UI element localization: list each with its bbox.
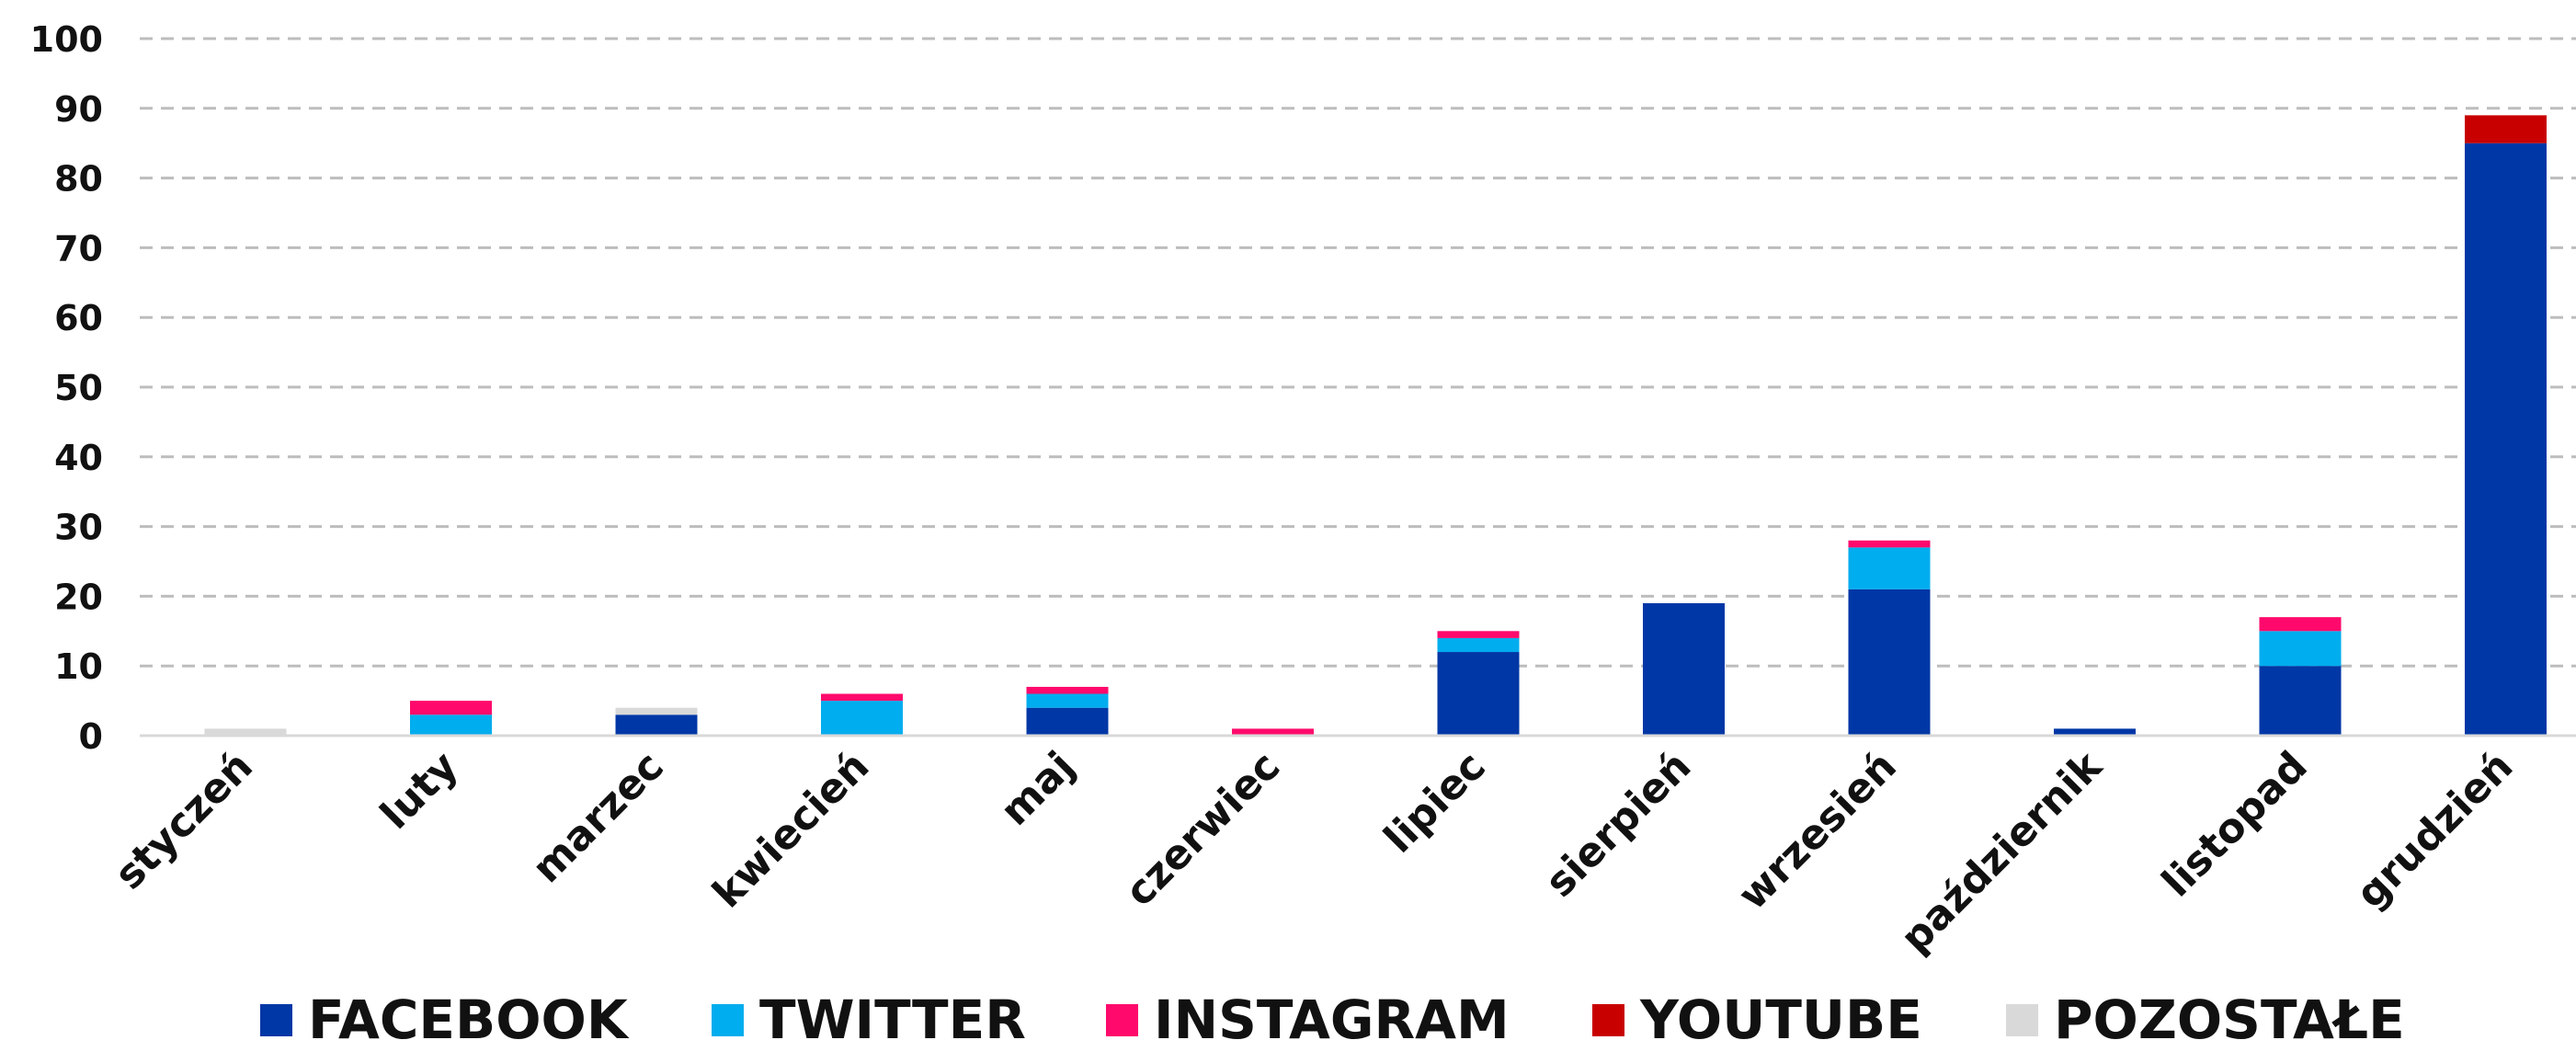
bar-segment-instagram-8: [1848, 540, 1931, 548]
legend-label: FACEBOOK: [308, 989, 630, 1051]
bar-segment-facebook-7: [1643, 602, 1725, 736]
x-tick-label: październik: [1892, 741, 2113, 962]
bar-segment-instagram-5: [1232, 728, 1314, 736]
bar-segment-twitter-8: [1848, 547, 1931, 589]
legend-item-instagram: INSTAGRAM: [1106, 989, 1510, 1051]
bar-segment-twitter-1: [410, 714, 492, 736]
legend-item-twitter: TWITTER: [712, 989, 1026, 1051]
legend: FACEBOOK TWITTER INSTAGRAM YOUTUBE POZOSTAŁE: [260, 989, 2405, 1051]
x-tick-label: wrzesień: [1729, 743, 1906, 920]
y-tick-label: 80: [54, 159, 103, 200]
legend-swatch: [712, 1004, 744, 1036]
legend-label: TWITTER: [759, 989, 1026, 1051]
legend-label: POZOSTAŁE: [2054, 989, 2405, 1051]
bar-segment-twitter-10: [2259, 631, 2342, 667]
x-tick-label: luty: [371, 743, 467, 839]
x-axis-labels: styczeń luty marzec kwiecień maj czerwiec lipi…: [106, 741, 2522, 962]
x-tick-label: listopad: [2153, 743, 2317, 907]
bars: [204, 115, 2547, 736]
legend-label: YOUTUBE: [1639, 989, 1922, 1051]
bar-segment-instagram-1: [410, 701, 492, 715]
bar-segment-facebook-11: [2465, 143, 2547, 736]
x-tick-label: maj: [992, 743, 1084, 835]
y-tick-label: 60: [54, 298, 103, 338]
legend-swatch: [2006, 1004, 2038, 1036]
bar-segment-facebook-4: [1026, 707, 1109, 736]
bar-segment-instagram-3: [821, 693, 903, 702]
legend-swatch: [260, 1004, 292, 1036]
x-tick-label: lipiec: [1375, 743, 1495, 863]
bar-segment-pozostałe-2: [615, 707, 698, 715]
legend-item-pozostałe: POZOSTAŁE: [2006, 989, 2405, 1051]
legend-item-facebook: FACEBOOK: [260, 989, 630, 1051]
bar-segment-pozostałe-0: [204, 728, 287, 736]
x-tick-label: marzec: [523, 743, 672, 892]
y-tick-label: 70: [54, 228, 103, 269]
bar-segment-twitter-6: [1437, 637, 1520, 653]
bar-segment-instagram-10: [2259, 617, 2342, 632]
y-axis-ticks: 0 10 20 30 40 50 60 70 80 90 100: [30, 19, 103, 757]
bar-segment-facebook-6: [1437, 652, 1520, 736]
bar-segment-youtube-11: [2465, 115, 2547, 143]
y-tick-label: 10: [54, 646, 103, 687]
bar-segment-instagram-4: [1026, 686, 1109, 694]
bar-segment-facebook-10: [2259, 666, 2342, 736]
gridlines: [140, 37, 2576, 668]
y-tick-label: 50: [54, 368, 103, 408]
bar-segment-twitter-3: [821, 701, 903, 736]
y-tick-label: 20: [54, 577, 103, 617]
y-tick-label: 30: [54, 508, 103, 548]
legend-swatch: [1106, 1004, 1138, 1036]
bar-segment-twitter-4: [1026, 693, 1109, 708]
y-tick-label: 40: [54, 438, 103, 478]
y-tick-label: 0: [79, 716, 103, 757]
legend-swatch: [1592, 1004, 1624, 1036]
x-tick-label: grudzień: [2347, 743, 2522, 918]
bar-segment-facebook-9: [2054, 728, 2136, 736]
legend-item-youtube: YOUTUBE: [1592, 989, 1922, 1051]
y-tick-label: 90: [54, 89, 103, 130]
legend-label: INSTAGRAM: [1154, 989, 1510, 1051]
x-tick-label: styczeń: [106, 743, 262, 899]
x-tick-label: kwiecień: [704, 743, 879, 918]
x-tick-label: czerwiec: [1116, 743, 1289, 916]
bar-segment-facebook-8: [1848, 589, 1931, 736]
bar-segment-facebook-2: [615, 714, 698, 736]
x-tick-label: sierpień: [1536, 743, 1700, 907]
bar-segment-instagram-6: [1437, 631, 1520, 638]
y-tick-label: 100: [30, 19, 103, 60]
